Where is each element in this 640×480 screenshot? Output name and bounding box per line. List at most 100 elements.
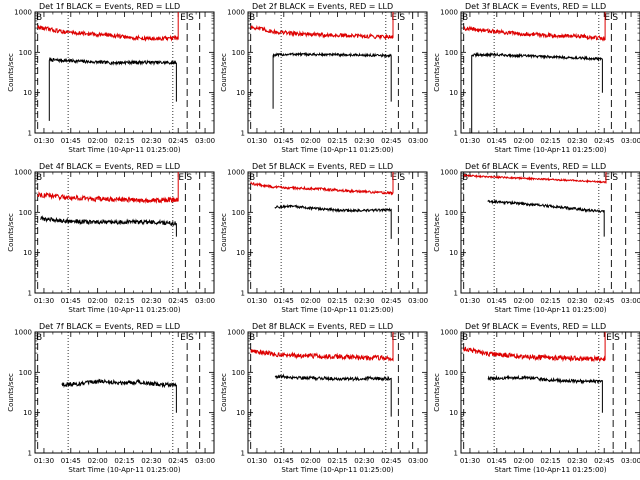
marker-label-s: S xyxy=(186,173,192,183)
x-tick-label: 02:30 xyxy=(141,297,161,305)
y-tick-label: 1000 xyxy=(440,169,458,177)
y-axis-label: Counts/sec xyxy=(220,53,228,92)
x-tick-label: 02:15 xyxy=(540,457,560,465)
x-tick-label: 03:00 xyxy=(408,137,428,145)
data-series xyxy=(250,332,394,417)
plot-frame xyxy=(460,171,640,294)
data-series xyxy=(463,332,606,413)
x-tick-label: 03:00 xyxy=(195,297,215,305)
x-tick-label: 02:30 xyxy=(567,457,587,465)
x-tick-label: 02:30 xyxy=(354,457,374,465)
marker-label-e: E xyxy=(178,173,184,183)
events-series-line xyxy=(272,51,392,109)
x-axis-label: Start Time (10-Apr-11 01:25:00) xyxy=(68,466,180,474)
x-tick-label: 01:30 xyxy=(460,297,480,305)
x-tick-label: 02:45 xyxy=(594,297,614,305)
x-tick-label: 02:30 xyxy=(567,297,587,305)
marker-label-start: B xyxy=(249,333,255,343)
panel-5: Det 5f BLACK = Events, RED = LLD 1 10 100 10… xyxy=(220,162,428,314)
x-tick-label: 01:45 xyxy=(274,457,294,465)
y-tick-label: 1000 xyxy=(227,329,245,337)
x-tick-label: 01:30 xyxy=(34,457,54,465)
x-tick-label: 03:00 xyxy=(408,297,428,305)
y-axis: 1 10 100 1000 xyxy=(227,9,427,138)
marker-label-s: S xyxy=(612,13,618,23)
y-tick-label: 10 xyxy=(23,89,32,97)
y-axis-label: Counts/sec xyxy=(7,373,15,412)
y-tick-label: 10 xyxy=(236,249,245,257)
x-tick-label: 01:45 xyxy=(487,137,507,145)
marker-label-start: B xyxy=(462,333,468,343)
panel-title: Det 3f BLACK = Events, RED = LLD xyxy=(465,2,606,11)
panel-9: Det 9f BLACK = Events, RED = LLD 1 10 100 10… xyxy=(433,322,640,474)
x-tick-label: 03:00 xyxy=(621,297,640,305)
x-tick-label: 01:45 xyxy=(487,457,507,465)
y-tick-label: 10 xyxy=(449,249,458,257)
x-tick-label: 02:00 xyxy=(301,137,321,145)
marker-label-start: B xyxy=(36,173,42,183)
x-tick-label: 01:30 xyxy=(34,137,54,145)
marker-label-s: S xyxy=(399,333,405,343)
marker-label-e: E xyxy=(391,173,397,183)
events-series-line xyxy=(487,199,605,237)
x-tick-label: 02:45 xyxy=(594,137,614,145)
panel-title: Det 8f BLACK = Events, RED = LLD xyxy=(252,322,393,331)
y-tick-label: 10 xyxy=(23,409,32,417)
y-axis: 1 10 100 1000 xyxy=(14,169,214,298)
y-axis-label: Counts/sec xyxy=(7,213,15,252)
data-series xyxy=(463,12,606,133)
lld-series-line xyxy=(250,172,394,196)
y-tick-label: 100 xyxy=(232,49,245,57)
y-tick-label: 1000 xyxy=(440,9,458,17)
lld-series-line xyxy=(250,12,394,41)
y-tick-label: 1 xyxy=(28,450,32,458)
y-tick-label: 1000 xyxy=(14,329,32,337)
panel-4: Det 4f BLACK = Events, RED = LLD 1 10 100 10… xyxy=(7,162,215,314)
panel-8: Det 8f BLACK = Events, RED = LLD 1 10 100 10… xyxy=(220,322,428,474)
x-axis-label: Start Time (10-Apr-11 01:25:00) xyxy=(281,306,393,314)
x-axis: 01:30 01:45 02:00 02:15 02:30 02:45 03:00 xyxy=(34,332,215,465)
x-axis-label: Start Time (10-Apr-11 01:25:00) xyxy=(281,466,393,474)
y-tick-label: 10 xyxy=(236,89,245,97)
panel-title: Det 4f BLACK = Events, RED = LLD xyxy=(39,162,180,171)
marker-label-start: B xyxy=(249,173,255,183)
y-tick-label: 10 xyxy=(236,409,245,417)
events-series-line xyxy=(487,374,603,413)
x-axis-label: Start Time (10-Apr-11 01:25:00) xyxy=(494,466,606,474)
marker-label-s: S xyxy=(612,173,618,183)
x-tick-label: 02:15 xyxy=(327,297,347,305)
marker-label-start: B xyxy=(249,13,255,23)
x-tick-label: 01:30 xyxy=(247,137,267,145)
y-tick-label: 1 xyxy=(454,290,458,298)
marker-label-s: S xyxy=(399,173,405,183)
marker-label-start: B xyxy=(462,173,468,183)
y-axis: 1 10 100 1000 xyxy=(227,329,427,458)
y-axis-label: Counts/sec xyxy=(433,373,441,412)
x-tick-label: 02:00 xyxy=(301,457,321,465)
x-axis: 01:30 01:45 02:00 02:15 02:30 02:45 03:00 xyxy=(460,172,640,305)
panel-title: Det 1f BLACK = Events, RED = LLD xyxy=(39,2,180,11)
y-tick-label: 1000 xyxy=(227,169,245,177)
x-tick-label: 03:00 xyxy=(621,137,640,145)
x-tick-label: 03:00 xyxy=(621,457,640,465)
x-axis-label: Start Time (10-Apr-11 01:25:00) xyxy=(68,146,180,154)
x-tick-label: 02:00 xyxy=(88,137,108,145)
y-tick-label: 100 xyxy=(19,369,32,377)
x-axis: 01:30 01:45 02:00 02:15 02:30 02:45 03:00 xyxy=(460,332,640,465)
data-series xyxy=(463,172,607,237)
events-series-line xyxy=(61,378,177,413)
x-tick-label: 01:30 xyxy=(247,297,267,305)
x-tick-label: 02:00 xyxy=(88,297,108,305)
data-series xyxy=(37,12,179,121)
x-tick-label: 02:15 xyxy=(114,457,134,465)
x-tick-label: 03:00 xyxy=(195,457,215,465)
x-axis-label: Start Time (10-Apr-11 01:25:00) xyxy=(494,146,606,154)
marker-label-start: B xyxy=(36,13,42,23)
panel-title: Det 2f BLACK = Events, RED = LLD xyxy=(252,2,393,11)
y-tick-label: 1000 xyxy=(440,329,458,337)
events-series-line xyxy=(274,203,392,239)
x-tick-label: 02:30 xyxy=(567,137,587,145)
